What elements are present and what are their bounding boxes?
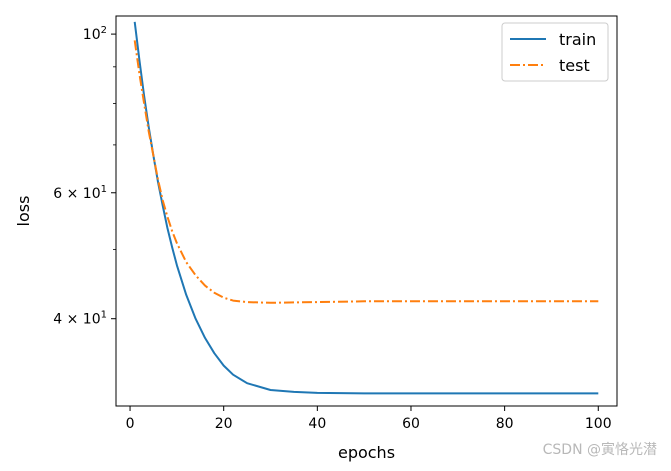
x-tick-label: 100 bbox=[585, 416, 612, 432]
legend-test-label: test bbox=[559, 56, 590, 75]
plot-area bbox=[133, 21, 599, 395]
y-axis-label: loss bbox=[14, 196, 33, 227]
x-axis-label: epochs bbox=[338, 443, 395, 462]
x-tick-label: 80 bbox=[496, 416, 514, 432]
legend: train test bbox=[501, 22, 609, 82]
x-axis-ticks: 0 20 40 60 80 100 bbox=[126, 406, 612, 432]
series-line-test bbox=[133, 40, 599, 304]
y-tick-label: 4 × 101 bbox=[53, 310, 107, 328]
x-tick-label: 20 bbox=[215, 416, 233, 432]
axes-frame bbox=[115, 15, 618, 407]
legend-frame bbox=[501, 22, 609, 82]
x-tick-label: 0 bbox=[126, 416, 135, 432]
watermark: CSDN @寅恪光潜 bbox=[542, 442, 657, 458]
x-tick-label: 40 bbox=[308, 416, 326, 432]
y-tick-label: 102 bbox=[83, 25, 107, 43]
y-axis-ticks: 102 6 × 101 4 × 101 bbox=[53, 25, 116, 328]
x-tick-label: 60 bbox=[402, 416, 420, 432]
legend-train-label: train bbox=[559, 30, 596, 49]
y-tick-label: 6 × 101 bbox=[53, 184, 107, 202]
